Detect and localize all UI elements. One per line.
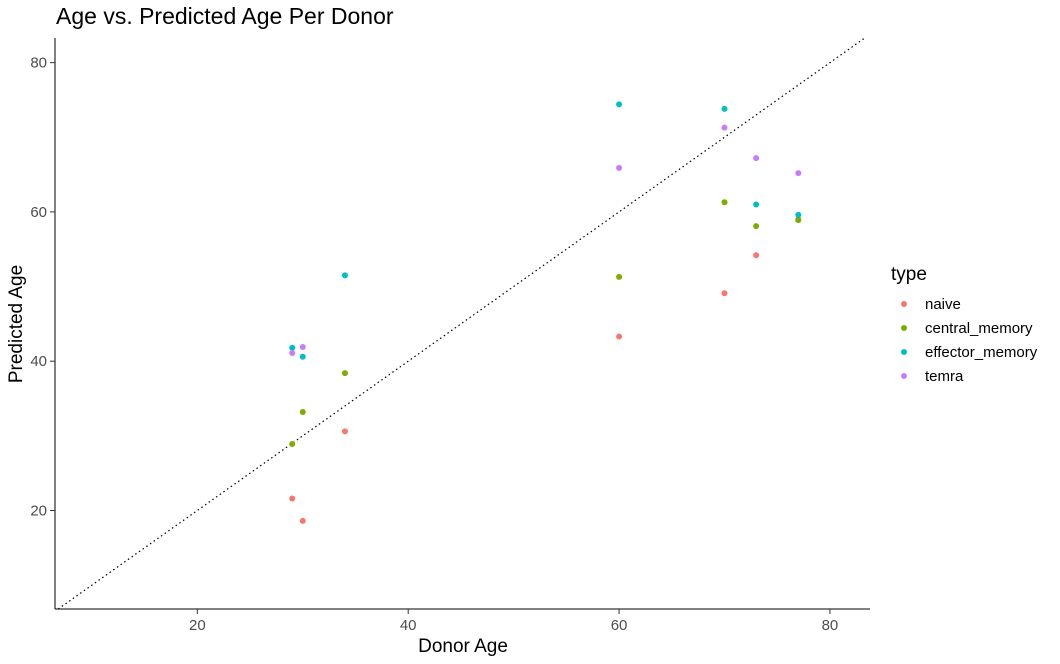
y-axis-title: Predicted Age: [6, 265, 27, 383]
axis-ticks: 20 40 60 80 20 40 60 80: [30, 55, 838, 634]
x-tick-label: 80: [822, 617, 839, 634]
point-temra: [795, 170, 802, 177]
point-naive: [289, 495, 296, 502]
x-axis-title: Donor Age: [418, 636, 508, 657]
point-central-memory: [721, 199, 728, 206]
point-central-memory: [616, 273, 623, 280]
point-central-memory: [341, 370, 348, 377]
point-temra: [299, 344, 306, 351]
y-tick-label: 60: [30, 204, 47, 221]
identity-reference-line: [57, 37, 866, 610]
x-tick-label: 60: [611, 617, 628, 634]
y-tick-label: 80: [30, 55, 47, 72]
x-tick-label: 40: [400, 617, 417, 634]
point-naive: [616, 333, 623, 340]
point-temra: [616, 164, 623, 171]
y-tick-label: 40: [30, 353, 47, 370]
x-tick-label: 20: [189, 617, 206, 634]
point-effector-memory: [616, 101, 623, 108]
point-central-memory: [299, 408, 306, 415]
point-temra: [753, 155, 760, 162]
point-temra: [289, 349, 296, 356]
legend-key-effector-memory: [901, 349, 907, 355]
legend-key-temra: [901, 373, 907, 379]
point-effector-memory: [721, 105, 728, 112]
y-tick-label: 20: [30, 502, 47, 519]
legend-key-naive: [901, 301, 907, 307]
legend-label: temra: [925, 368, 964, 385]
legend-label: effector_memory: [925, 344, 1038, 361]
legend-label: central_memory: [925, 320, 1033, 337]
point-effector-memory: [753, 201, 760, 208]
point-central-memory: [753, 223, 760, 230]
legend-key-central-memory: [901, 325, 907, 331]
point-central-memory: [289, 441, 296, 448]
point-effector-memory: [299, 353, 306, 360]
legend-title: type: [891, 264, 927, 285]
point-naive: [721, 290, 728, 297]
point-effector-memory: [341, 272, 348, 279]
point-temra: [721, 124, 728, 131]
point-effector-memory: [795, 211, 802, 218]
point-central-memory: [795, 217, 802, 224]
data-points: [289, 101, 802, 524]
point-naive: [753, 252, 760, 259]
reference-line-layer: [57, 37, 866, 610]
chart-title: Age vs. Predicted Age Per Donor: [56, 3, 394, 29]
point-naive: [299, 517, 306, 524]
point-naive: [341, 428, 348, 435]
point-effector-memory: [289, 344, 296, 351]
legend-label: naive: [925, 296, 961, 313]
